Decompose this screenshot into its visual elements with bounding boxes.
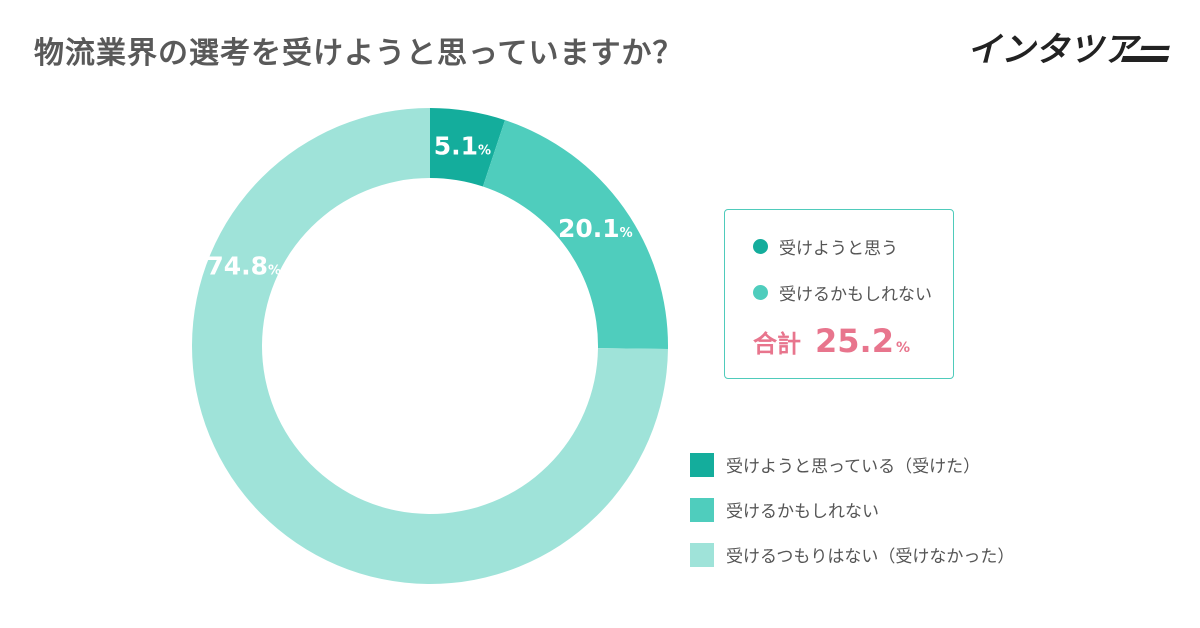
legend-swatch: [690, 452, 714, 477]
legend-swatch: [690, 542, 714, 567]
page-title: 物流業界の選考を受けようと思っていますか？: [34, 36, 684, 71]
legend-label: 受けようと思っている（受けた）: [726, 457, 981, 477]
slice-unit: %: [268, 263, 281, 278]
summary-total-unit: %: [895, 340, 910, 356]
donut-slice: [482, 120, 668, 349]
summary-item-label: 受けようと思う: [779, 239, 898, 259]
summary-item: 受けようと思う: [753, 234, 898, 259]
summary-item-label: 受けるかもしれない: [779, 285, 932, 305]
logo-icon: インタツアー: [967, 30, 1170, 70]
slice-value: 20.1: [558, 214, 620, 243]
summary-total-label: 合計: [753, 330, 801, 358]
summary-dot-icon: [753, 239, 768, 254]
slice-value: 74.8: [206, 251, 268, 280]
intatour-logo: インタツアー: [965, 26, 1170, 70]
summary-total-value: 25.2: [815, 322, 894, 360]
slice-value: 5.1: [434, 132, 478, 161]
summary-box: 受けようと思う 受けるかもしれない 合計 25.2 %: [724, 209, 954, 379]
legend-label: 受けるかもしれない: [726, 502, 879, 522]
slice-value-label: 20.1%: [558, 214, 633, 243]
legend-swatch: [690, 497, 714, 522]
summary-item: 受けるかもしれない: [753, 280, 932, 305]
legend-label: 受けるつもりはない（受けなかった）: [726, 547, 1015, 567]
legend-item: 受けるかもしれない: [690, 497, 1014, 522]
donut-slice: [192, 108, 668, 585]
logo-text: インタツアー: [967, 30, 1170, 70]
summary-total: 合計 25.2 %: [753, 322, 910, 360]
summary-dot-icon: [753, 285, 768, 300]
slice-unit: %: [478, 144, 491, 159]
chart-legend: 受けようと思っている（受けた） 受けるかもしれない 受けるつもりはない（受けなか…: [690, 452, 1014, 587]
legend-item: 受けるつもりはない（受けなかった）: [690, 542, 1014, 567]
donut-slice: [430, 108, 505, 187]
slice-value-label: 74.8%: [206, 251, 281, 280]
logo-underline: [1121, 56, 1169, 62]
slice-value-label: 5.1%: [434, 132, 491, 161]
legend-item: 受けようと思っている（受けた）: [690, 452, 1014, 477]
slice-unit: %: [620, 226, 633, 241]
